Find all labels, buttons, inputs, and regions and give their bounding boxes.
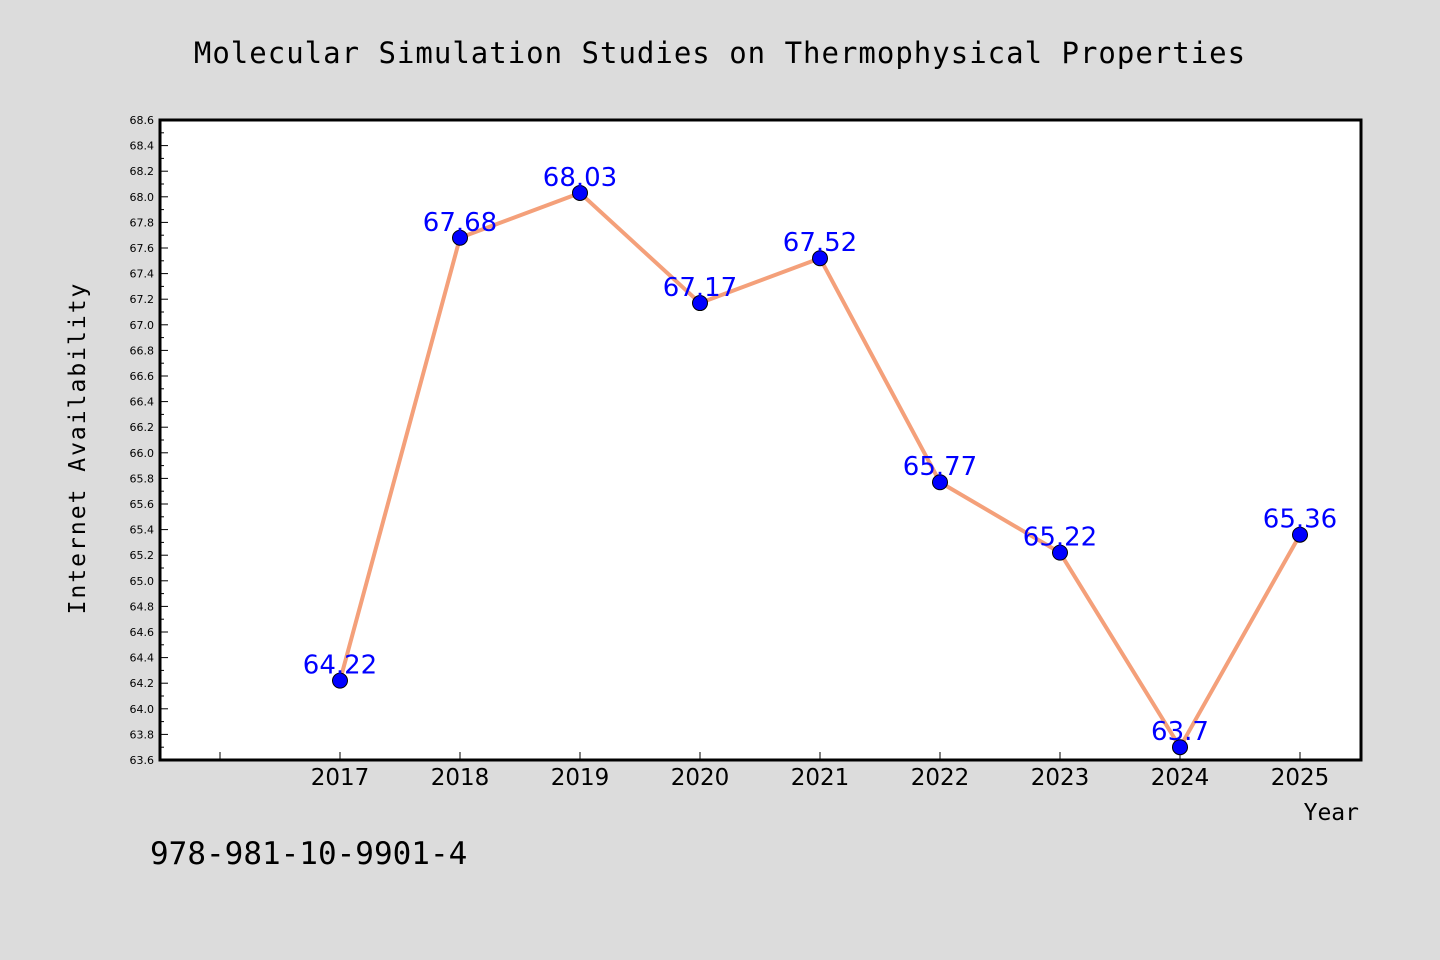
y-tick-label: 66.2 — [130, 421, 155, 434]
y-tick-label: 65.2 — [130, 549, 155, 562]
y-tick-label: 68.4 — [130, 140, 155, 153]
data-point — [1172, 739, 1188, 756]
y-tick-label: 66.8 — [130, 344, 155, 357]
y-tick-label: 65.4 — [130, 524, 155, 537]
isbn-footer: 978-981-10-9901-4 — [150, 836, 467, 872]
data-label: 65.36 — [1263, 505, 1337, 535]
data-label: 67.17 — [663, 273, 737, 303]
y-tick-label: 67.2 — [130, 293, 155, 306]
x-tick-label: 2019 — [551, 765, 610, 791]
data-label: 65.22 — [1023, 523, 1097, 553]
y-tick-label: 64.6 — [130, 626, 155, 639]
y-tick-label: 67.4 — [130, 268, 155, 281]
data-point — [1292, 526, 1308, 543]
data-point — [932, 474, 948, 491]
y-tick-label: 65.0 — [130, 575, 155, 588]
x-tick-label: 2017 — [311, 765, 370, 791]
y-tick-label: 67.6 — [130, 242, 155, 255]
y-tick-label: 66.4 — [130, 396, 155, 409]
y-tick-label: 63.6 — [130, 754, 155, 767]
y-tick-label: 66.6 — [130, 370, 155, 383]
data-point — [572, 184, 588, 201]
data-label: 63.7 — [1151, 717, 1209, 747]
y-tick-label: 68.6 — [130, 114, 155, 127]
y-tick-label: 67.0 — [130, 319, 155, 332]
y-tick-label: 68.0 — [130, 191, 155, 204]
y-tick-label: 64.0 — [130, 703, 155, 716]
y-axis-label: Internet Availability — [65, 282, 91, 615]
x-tick-label: 2025 — [1271, 765, 1330, 791]
data-label: 67.68 — [423, 208, 497, 238]
y-tick-label: 63.8 — [130, 728, 155, 741]
y-tick-label: 68.2 — [130, 165, 155, 178]
y-tick-label: 67.8 — [130, 216, 155, 229]
chart-title: Molecular Simulation Studies on Thermoph… — [194, 36, 1246, 70]
y-tick-label: 64.8 — [130, 600, 155, 613]
data-point — [1052, 544, 1068, 561]
x-tick-label: 2024 — [1151, 765, 1210, 791]
data-label: 68.03 — [543, 163, 617, 193]
data-point — [812, 250, 828, 267]
x-tick-label: 2021 — [791, 765, 850, 791]
y-axis-ticks: 63.6 63.8 64.0 64.2 64.4 64.6 64.8 65.0 65.2 65.4… — [130, 114, 168, 767]
data-label: 67.52 — [783, 228, 857, 258]
x-tick-label: 2020 — [671, 765, 730, 791]
x-axis-ticks: 2017 2018 2019 2020 2021 2022 2023 2024 2025 — [219, 752, 1330, 791]
x-tick-label: 2023 — [1031, 765, 1090, 791]
series-layer: 64.22 67.68 68.03 67.17 67.52 65.77 65.22 63.7 6… — [303, 163, 1337, 756]
y-tick-label: 65.6 — [130, 498, 155, 511]
data-label: 65.77 — [903, 452, 977, 482]
y-tick-label: 64.2 — [130, 677, 155, 690]
data-label: 64.22 — [303, 651, 377, 681]
x-axis-label: Year — [1304, 800, 1359, 826]
x-tick-label: 2022 — [911, 765, 970, 791]
y-tick-label: 65.8 — [130, 472, 155, 485]
data-point — [332, 672, 348, 689]
x-tick-label: 2018 — [431, 765, 490, 791]
y-tick-label: 66.0 — [130, 447, 155, 460]
data-point — [692, 295, 708, 312]
plot-area — [158, 118, 1363, 762]
data-point — [452, 229, 468, 246]
y-tick-label: 64.4 — [130, 652, 155, 665]
